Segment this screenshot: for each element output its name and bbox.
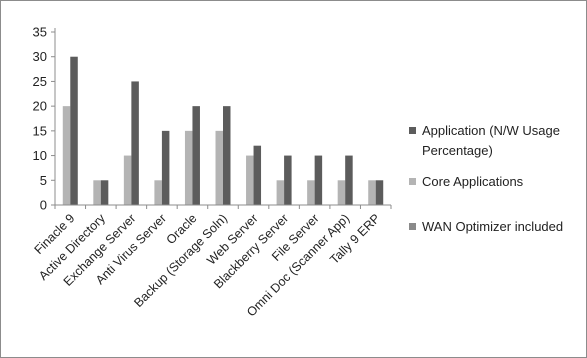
y-axis: 0 5 10 15 20 25 30 35	[33, 25, 56, 213]
bar-application	[314, 155, 323, 205]
legend-label: Core Applications	[422, 174, 524, 189]
legend-swatch	[409, 223, 416, 230]
bar-core	[154, 180, 162, 205]
bar-application	[253, 145, 262, 205]
bar-core	[184, 130, 193, 205]
bar-application	[375, 180, 384, 205]
legend-label: WAN Optimizer included	[422, 219, 563, 234]
bar-core	[337, 180, 346, 205]
bar-core	[123, 155, 132, 205]
bar-application	[131, 81, 139, 205]
y-tick-label: 15	[33, 123, 47, 138]
bar-application	[284, 155, 292, 205]
y-tick-label: 0	[40, 198, 47, 213]
legend-item: Application (N/W Usage Percentage)	[409, 123, 560, 158]
y-tick-label: 25	[33, 74, 47, 89]
bar-core	[93, 180, 101, 205]
bar-core	[62, 106, 71, 205]
bar-core	[307, 180, 315, 205]
legend: Application (N/W Usage Percentage) Core Ap…	[409, 123, 563, 234]
bar-core	[276, 180, 285, 205]
bar-application	[345, 155, 353, 205]
legend-item: WAN Optimizer included	[409, 219, 563, 234]
y-tick-label: 5	[40, 173, 47, 188]
legend-swatch	[409, 127, 416, 134]
bar-application	[192, 106, 200, 205]
bar-core	[215, 130, 223, 205]
y-tick-label: 35	[33, 25, 47, 40]
bar-core	[368, 180, 376, 205]
y-tick-label: 10	[33, 148, 47, 163]
bar-application	[161, 130, 170, 205]
y-tick-label: 20	[33, 99, 47, 114]
y-tick-label: 30	[33, 49, 47, 64]
legend-swatch	[409, 178, 416, 185]
bar-application	[100, 180, 109, 205]
bar-application	[70, 56, 78, 205]
bar-application	[223, 106, 231, 205]
bar-core	[246, 155, 254, 205]
legend-item: Core Applications	[409, 174, 524, 189]
legend-label: Application (N/W Usage	[422, 123, 560, 138]
legend-label: Percentage)	[422, 143, 493, 158]
bars	[62, 56, 384, 205]
